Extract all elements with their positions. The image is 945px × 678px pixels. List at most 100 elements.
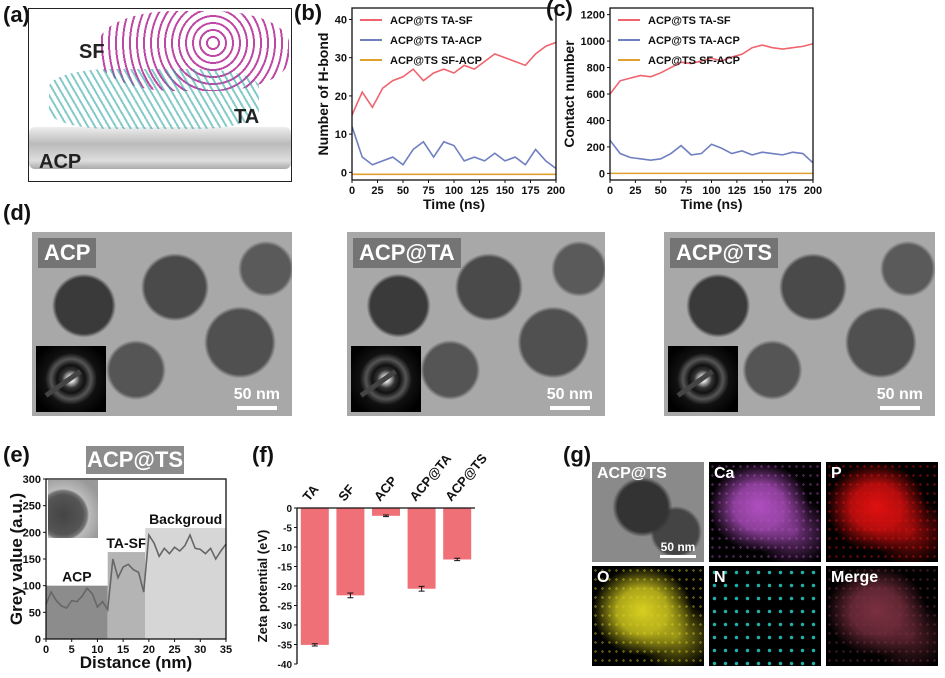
eds-map-o: O [592, 566, 704, 666]
error-bar [418, 585, 425, 592]
tem-label: ACP [38, 238, 97, 268]
y-axis-label: Grey value (a.u.) [7, 493, 26, 625]
x-tick-label: 175 [778, 185, 796, 197]
x-tick-label: 25 [371, 185, 383, 197]
eds-map-merge: Merge [826, 566, 938, 666]
region-backgroud [145, 528, 226, 639]
y-tick-label: 40 [335, 14, 347, 26]
y-tick-label: 0 [286, 504, 292, 515]
series-line-1 [351, 126, 557, 170]
x-tick-label: 35 [220, 644, 232, 656]
panel-label-b: (b) [294, 0, 323, 25]
y-tick-label: 800 [587, 63, 605, 75]
scale-bar: 50 nm [234, 386, 280, 410]
y-axis-label: Zeta potential (eV) [255, 530, 270, 643]
y-tick-label: 0 [341, 167, 347, 179]
x-tick-label: 125 [728, 185, 746, 197]
legend-label: ACP@TS SF-ACP [648, 55, 740, 67]
legend-label: ACP@TS TA-ACP [648, 35, 740, 47]
eds-label: P [831, 465, 842, 482]
bar-ta [300, 508, 329, 645]
x-tick-label: 0 [607, 185, 613, 197]
x-tick-label: 5 [69, 644, 75, 656]
saed-inset [351, 346, 421, 412]
x-tick-label: 75 [422, 185, 434, 197]
scale-bar: 50 nm [877, 386, 923, 410]
tem-image-acp-at-ts: ACP@TS 50 nm [664, 232, 935, 416]
y-tick-label: -35 [278, 641, 293, 652]
error-bar [454, 557, 461, 562]
panel-label-g: (g) [563, 442, 592, 467]
y-tick-label: 400 [587, 115, 605, 127]
x-tick-label: 15 [117, 644, 129, 656]
region-ta-sf [107, 552, 146, 639]
y-tick-label: 30 [335, 53, 347, 65]
saed-inset [668, 346, 738, 412]
x-tick-label: 75 [680, 185, 692, 197]
y-tick-label: -10 [278, 543, 293, 554]
error-bar [347, 592, 354, 599]
error-bar [311, 643, 318, 647]
y-tick-label: -30 [278, 621, 293, 632]
region-label: TA-SF [106, 535, 147, 551]
panel-label-f: (f) [252, 442, 274, 467]
x-tick-label: 20 [143, 644, 155, 656]
category-label: ACP [371, 473, 400, 504]
y-axis-label: Number of H-bond [315, 33, 331, 156]
y-tick-label: 150 [23, 554, 41, 566]
y-tick-label: -40 [278, 660, 293, 671]
eds-map-n: N [709, 566, 821, 666]
y-axis-label: Contact number [561, 40, 577, 148]
tem-image-acp-at-ta: ACP@TA 50 nm [347, 232, 605, 416]
x-tick-label: 175 [521, 185, 539, 197]
y-tick-label: 1200 [581, 10, 605, 22]
x-tick-label: 125 [470, 185, 488, 197]
x-tick-label: 0 [43, 644, 49, 656]
scale-bar: 50 nm [547, 386, 593, 410]
y-tick-label: 1000 [581, 36, 605, 48]
x-tick-label: 25 [629, 185, 641, 197]
panel-label-e: (e) [3, 442, 30, 467]
y-tick-label: -15 [278, 563, 293, 574]
region-label: ACP [62, 569, 92, 585]
x-tick-label: 100 [702, 185, 720, 197]
x-axis-label: Time (ns) [423, 196, 485, 212]
tem-label: ACP@TA [353, 238, 461, 268]
tem-inset [48, 480, 98, 538]
eds-label: N [714, 569, 726, 586]
panel-label-d: (d) [3, 200, 32, 225]
label-sf: SF [79, 41, 105, 63]
x-tick-label: 30 [194, 644, 206, 656]
y-tick-label: 200 [23, 527, 41, 539]
eds-map-acp-at-ts: ACP@TS 50 nm [592, 462, 704, 562]
region-label: Backgroud [149, 511, 222, 527]
md-snapshot-image: SF TA ACP [28, 8, 292, 182]
series-line-0 [609, 42, 814, 95]
bar-acp [372, 508, 400, 516]
x-axis-label: Time (ns) [681, 196, 743, 212]
x-tick-label: 10 [91, 644, 103, 656]
y-tick-label: -20 [278, 582, 293, 593]
legend-label: ACP@TS TA-SF [390, 15, 473, 27]
y-tick-label: 0 [35, 634, 41, 646]
y-tick-label: 0 [599, 168, 605, 180]
series-line-0 [45, 532, 227, 613]
region-acp [46, 585, 108, 639]
y-tick-label: 10 [335, 129, 347, 141]
x-tick-label: 25 [168, 644, 180, 656]
y-tick-label: 600 [587, 89, 605, 101]
x-tick-label: 100 [445, 185, 463, 197]
category-label: SF [335, 482, 357, 504]
y-tick-label: 250 [23, 501, 41, 513]
x-tick-label: 150 [753, 185, 771, 197]
eds-label: Ca [714, 465, 735, 482]
x-tick-label: 50 [655, 185, 667, 197]
tem-image-acp: ACP 50 nm [32, 232, 292, 416]
legend-label: ACP@TS TA-SF [648, 15, 731, 27]
tem-label: ACP@TS [670, 238, 779, 268]
x-tick-label: 150 [496, 185, 514, 197]
legend-label: ACP@TS SF-ACP [390, 55, 482, 67]
bar-acp-at-ts [443, 508, 472, 560]
